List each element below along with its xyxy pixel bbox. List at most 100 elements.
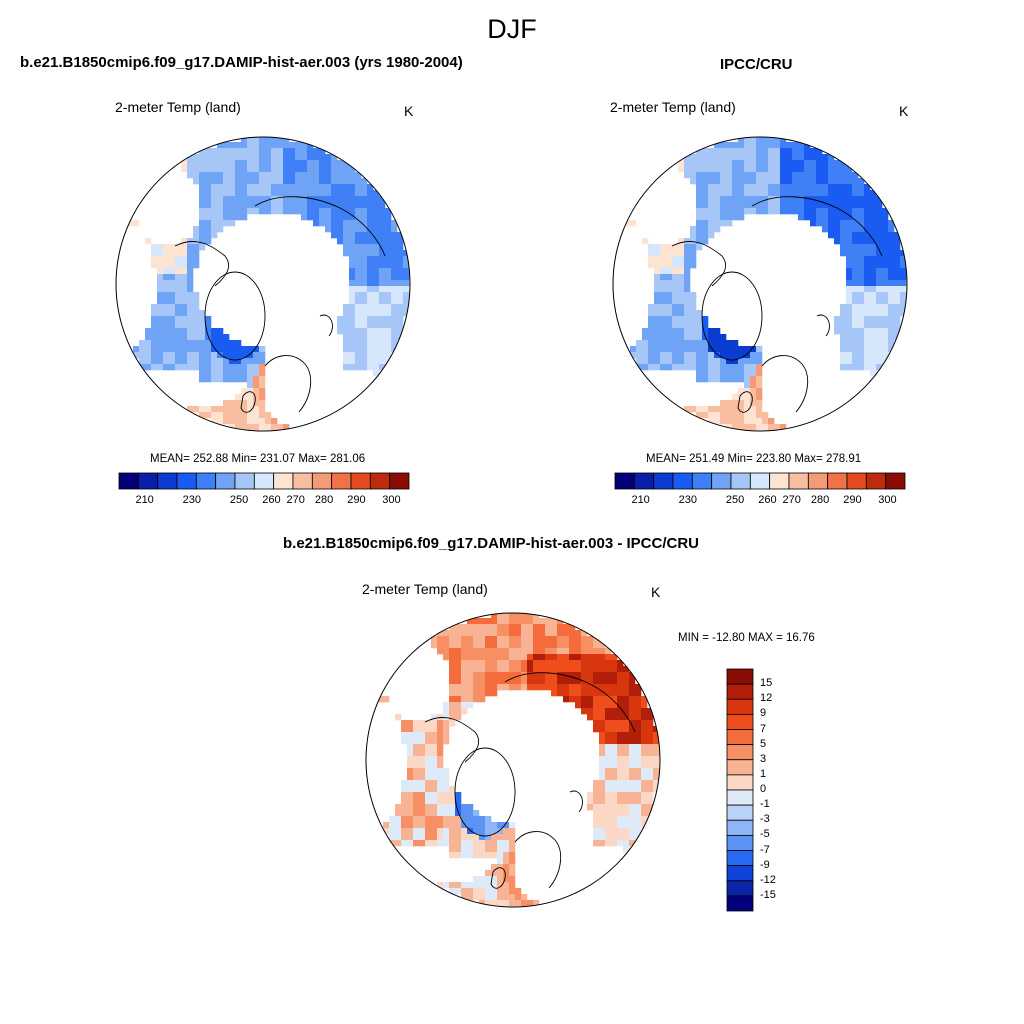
colorbar-swatch bbox=[195, 472, 217, 490]
colorbar-tick-label: 280 bbox=[810, 494, 830, 506]
colorbar-tick-label: 300 bbox=[382, 494, 401, 506]
colorbar-tick-label: -7 bbox=[760, 843, 770, 856]
colorbar-tick-label: 9 bbox=[760, 707, 767, 720]
map-border bbox=[612, 136, 908, 432]
colorbar-swatch bbox=[726, 713, 754, 730]
colorbar-tick-label: 5 bbox=[760, 737, 767, 750]
panel-model-variable-label: 2-meter Temp (land) bbox=[115, 99, 241, 115]
season-title: DJF bbox=[487, 14, 537, 44]
colorbar-tick-label: -1 bbox=[760, 798, 770, 811]
colorbar-swatch bbox=[614, 472, 635, 490]
panel-diff-title: b.e21.B1850cmip6.f09_g17.DAMIP-hist-aer.… bbox=[283, 535, 699, 552]
colorbar-tick-label: 0 bbox=[760, 783, 767, 795]
colorbar-tick-label: 210 bbox=[631, 494, 650, 506]
colorbar-tick-label: 250 bbox=[229, 494, 249, 506]
colorbar-swatch bbox=[730, 472, 751, 490]
colorbar-swatch bbox=[788, 472, 809, 490]
colorbar-swatch bbox=[273, 472, 294, 490]
colorbar-tick-label: 230 bbox=[182, 494, 202, 506]
colorbar-tick-label: -15 bbox=[760, 888, 776, 901]
colorbar-swatch bbox=[137, 472, 159, 490]
colorbar-swatch bbox=[726, 895, 754, 912]
panel-model-stats: MEAN= 252.88 Min= 231.07 Max= 281.06 bbox=[150, 453, 366, 465]
panel-obs-variable-label: 2-meter Temp (land) bbox=[610, 99, 736, 115]
colorbar-tick-label: 15 bbox=[760, 677, 773, 690]
colorbar-obs bbox=[614, 472, 906, 490]
polar-map-obs bbox=[612, 136, 908, 432]
colorbar-tick-label: -3 bbox=[760, 813, 770, 826]
panel-model-units-label: K bbox=[404, 103, 414, 119]
colorbar-tick-label: 260 bbox=[758, 494, 777, 506]
colorbar-swatch bbox=[885, 472, 906, 490]
coastline bbox=[424, 672, 636, 889]
colorbar-swatch bbox=[215, 472, 236, 490]
colorbar-tick-label: 230 bbox=[678, 494, 698, 506]
colorbar-swatch bbox=[726, 850, 754, 867]
colorbar-tick-label: -5 bbox=[760, 828, 770, 841]
colorbar-swatch bbox=[726, 759, 754, 776]
coastline bbox=[671, 196, 883, 413]
colorbar-swatch bbox=[691, 472, 713, 490]
colorbar-swatch bbox=[633, 472, 655, 490]
colorbar-model bbox=[118, 472, 410, 490]
colorbar-swatch bbox=[726, 865, 754, 882]
panel-diff-stats: MIN = -12.80 MAX = 16.76 bbox=[678, 632, 815, 644]
colorbar-swatch bbox=[711, 472, 732, 490]
colorbar-tick-label: 270 bbox=[782, 494, 801, 506]
colorbar-swatch bbox=[118, 472, 139, 490]
map-field bbox=[116, 137, 410, 431]
colorbar-tick-label: 290 bbox=[347, 494, 366, 506]
colorbar-swatch bbox=[311, 472, 333, 490]
colorbar-tick-label: 260 bbox=[262, 494, 281, 506]
map-border bbox=[115, 136, 411, 432]
colorbar-swatch bbox=[726, 729, 754, 746]
colorbar-swatch bbox=[157, 472, 178, 490]
colorbar-swatch bbox=[726, 880, 754, 897]
panel-diff-units-label: K bbox=[651, 584, 661, 600]
colorbar-swatch bbox=[807, 472, 829, 490]
colorbar-tick-label: 1 bbox=[760, 767, 767, 780]
coastline bbox=[174, 196, 386, 413]
colorbar-tick-label: 210 bbox=[135, 494, 154, 506]
colorbar-swatch bbox=[672, 472, 693, 490]
colorbar-swatch bbox=[389, 472, 410, 490]
panel-diff-variable-label: 2-meter Temp (land) bbox=[362, 581, 488, 597]
colorbar-swatch bbox=[726, 834, 754, 851]
colorbar-swatch bbox=[726, 819, 754, 836]
colorbar-swatch bbox=[865, 472, 887, 490]
colorbar-tick-label: -9 bbox=[760, 858, 770, 871]
colorbar-difference bbox=[726, 668, 754, 912]
colorbar-swatch bbox=[253, 472, 275, 490]
colorbar-swatch bbox=[176, 472, 197, 490]
panel-obs-units-label: K bbox=[899, 103, 909, 119]
colorbar-tick-label: 290 bbox=[843, 494, 862, 506]
colorbar-swatch bbox=[726, 774, 754, 791]
colorbar-tick-label: 300 bbox=[878, 494, 897, 506]
colorbar-swatch bbox=[653, 472, 674, 490]
polar-map-difference bbox=[365, 612, 661, 908]
colorbar-tick-label: -12 bbox=[760, 873, 776, 886]
colorbar-tick-label: 280 bbox=[314, 494, 334, 506]
colorbar-swatch bbox=[726, 744, 754, 761]
colorbar-swatch bbox=[726, 789, 754, 806]
colorbar-swatch bbox=[726, 668, 754, 685]
colorbar-swatch bbox=[827, 472, 848, 490]
colorbar-swatch bbox=[350, 472, 371, 490]
colorbar-swatch bbox=[726, 804, 754, 821]
panel-obs-stats: MEAN= 251.49 Min= 223.80 Max= 278.91 bbox=[646, 453, 862, 465]
colorbar-swatch bbox=[369, 472, 391, 490]
polar-map-model bbox=[115, 136, 411, 432]
colorbar-swatch bbox=[846, 472, 867, 490]
panel-obs-title: IPCC/CRU bbox=[720, 56, 793, 73]
map-border bbox=[365, 612, 661, 908]
panel-model-title: b.e21.B1850cmip6.f09_g17.DAMIP-hist-aer.… bbox=[20, 54, 463, 71]
colorbar-tick-label: 270 bbox=[286, 494, 305, 506]
colorbar-swatch bbox=[292, 472, 313, 490]
colorbar-swatch bbox=[234, 472, 255, 490]
colorbar-swatch bbox=[769, 472, 790, 490]
colorbar-tick-label: 7 bbox=[760, 722, 767, 735]
map-field bbox=[613, 137, 907, 431]
colorbar-tick-label: 12 bbox=[760, 692, 773, 705]
colorbar-tick-label: 250 bbox=[725, 494, 745, 506]
map-field bbox=[366, 613, 660, 907]
